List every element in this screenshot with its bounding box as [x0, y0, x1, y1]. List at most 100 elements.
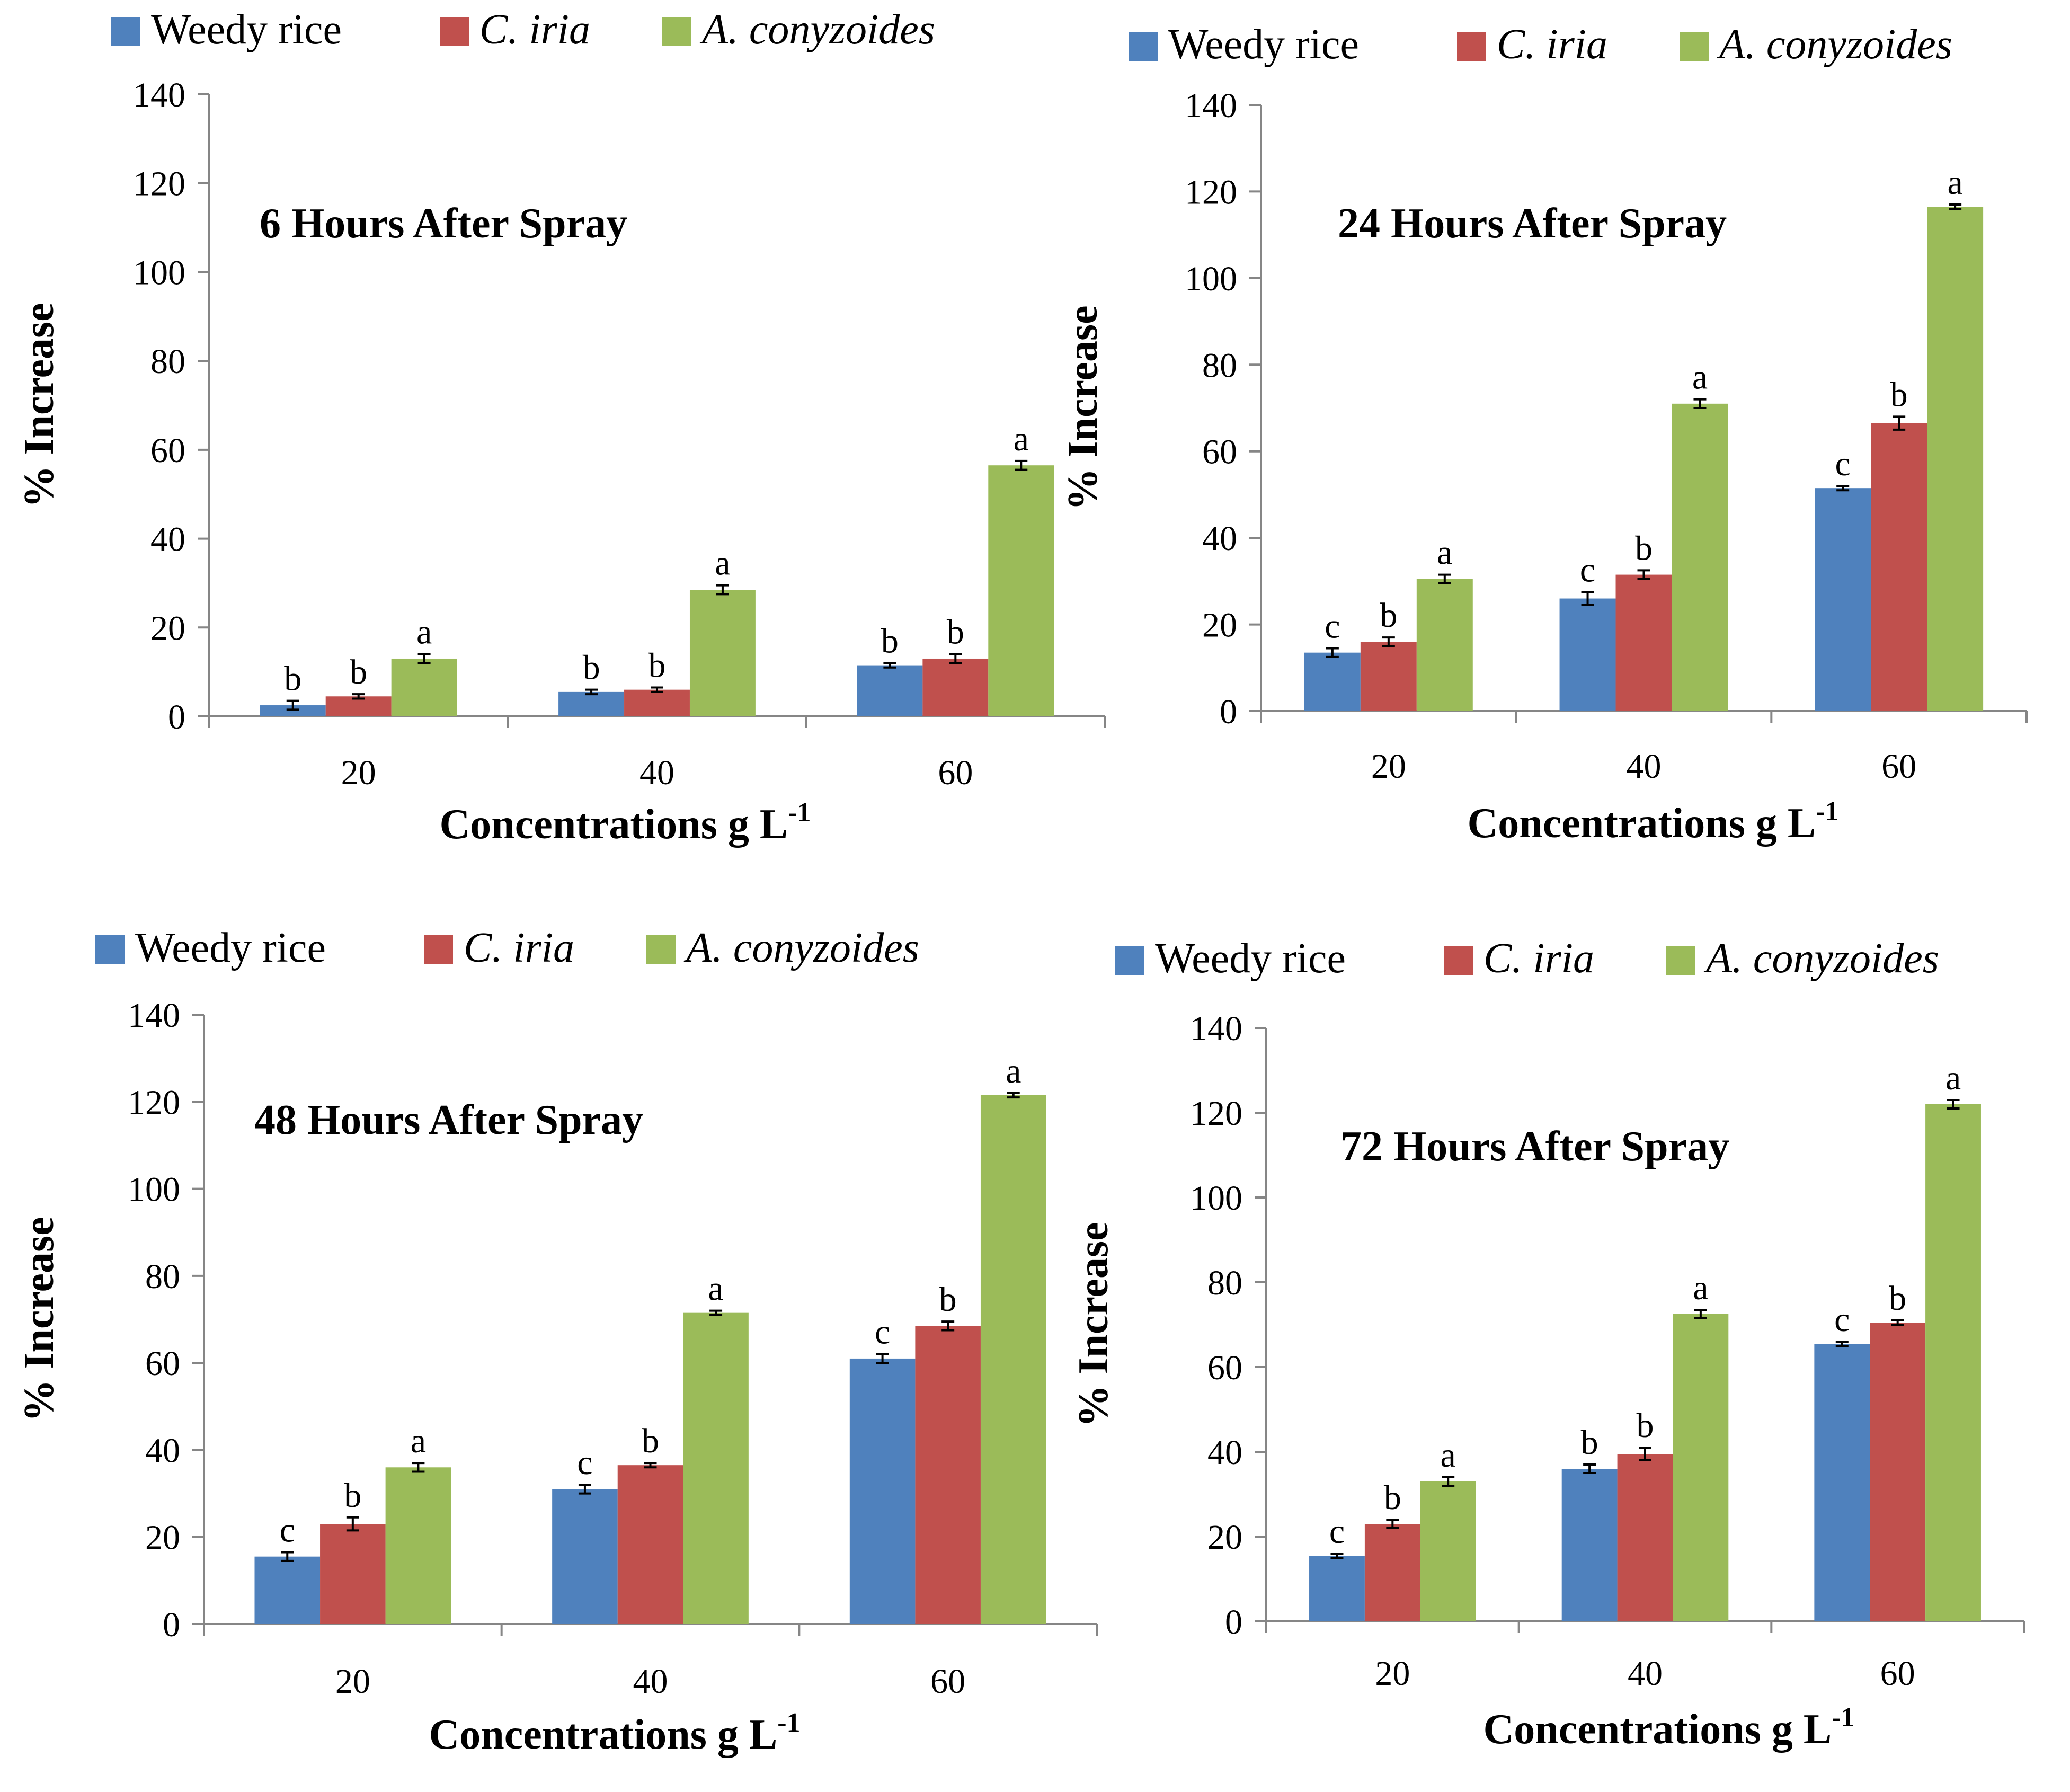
x-axis-title: Concentrations g L-1 [1467, 796, 1838, 847]
x-axis-title: Concentrations g L-1 [439, 797, 811, 848]
legend-swatch-2 [424, 935, 453, 964]
significance-letter: a [1014, 420, 1029, 458]
legend-label-2: C. iria [464, 925, 574, 971]
y-axis-title: % Increase [16, 1217, 63, 1422]
bar [617, 1465, 683, 1624]
y-tick-label: 140 [1190, 1009, 1242, 1048]
significance-letter: b [1637, 1406, 1654, 1445]
bar [922, 658, 989, 716]
significance-letter: b [939, 1280, 957, 1319]
significance-letter: a [411, 1422, 426, 1460]
bar [325, 696, 392, 716]
chart-panel-1: Weedy rice C. iria A. conyzoides 0 20 40 60 80 1… [16, 6, 1106, 848]
legend-label-1: Weedy rice [1168, 21, 1359, 68]
panel-title: 6 Hours After Spray [260, 200, 627, 247]
y-tick-label: 80 [150, 342, 185, 381]
bar [1364, 1524, 1420, 1621]
x-tick-label: 60 [938, 753, 973, 792]
bar [1870, 1323, 1926, 1621]
y-tick-label: 120 [133, 165, 185, 203]
x-tick-label: 20 [335, 1662, 370, 1701]
legend-swatch-3 [1680, 32, 1709, 61]
significance-letter: b [284, 660, 301, 698]
y-tick-label: 80 [1202, 346, 1237, 385]
legend-swatch-1 [111, 17, 140, 46]
y-tick-label: 140 [1185, 86, 1237, 125]
x-tick-label: 20 [1375, 1654, 1410, 1693]
legend-label-2: C. iria [1483, 935, 1594, 982]
significance-letter: b [1890, 375, 1908, 414]
y-tick-label: 40 [150, 520, 185, 559]
legend-label-1: Weedy rice [135, 925, 326, 971]
significance-letter: b [1889, 1279, 1906, 1318]
x-tick-label: 60 [930, 1662, 965, 1701]
significance-letter: b [642, 1422, 659, 1460]
bar [988, 465, 1054, 716]
significance-letter: c [1325, 607, 1340, 646]
y-tick-label: 60 [1202, 433, 1237, 472]
y-tick-label: 100 [1190, 1179, 1242, 1218]
bar [1925, 1104, 1981, 1621]
legend-swatch-2 [440, 17, 469, 46]
y-axis-title: % Increase [16, 303, 63, 508]
bar [849, 1358, 916, 1624]
bar [1673, 1314, 1729, 1621]
y-tick-label: 0 [1225, 1603, 1242, 1642]
bar [320, 1524, 386, 1624]
bar [1420, 1481, 1476, 1621]
x-axis-title: Concentrations g L-1 [1483, 1702, 1854, 1753]
significance-letter: b [648, 646, 666, 685]
y-tick-label: 20 [150, 609, 185, 647]
bar [1615, 574, 1672, 711]
x-tick-label: 40 [633, 1662, 668, 1701]
significance-letter: a [1692, 358, 1708, 397]
bar [558, 691, 625, 716]
significance-letter: b [881, 622, 899, 660]
significance-letter: a [1441, 1436, 1456, 1475]
significance-letter: a [715, 544, 730, 583]
significance-letter: a [1947, 163, 1962, 202]
bar [260, 705, 326, 716]
bar [683, 1312, 749, 1624]
y-tick-label: 40 [1207, 1433, 1242, 1472]
significance-letter: c [1834, 1300, 1850, 1339]
legend-label-3: A. conyzoides [699, 6, 935, 53]
bar [857, 665, 923, 716]
y-tick-label: 80 [1207, 1264, 1242, 1302]
significance-letter: b [947, 613, 964, 652]
legend-label-2: C. iria [1497, 21, 1607, 68]
bar [1304, 652, 1361, 711]
significance-letter: a [1437, 534, 1452, 572]
legend-swatch-2 [1444, 946, 1473, 975]
x-tick-label: 20 [1371, 747, 1406, 786]
significance-letter: b [1635, 529, 1653, 567]
y-tick-label: 40 [1202, 519, 1237, 558]
y-tick-label: 120 [1190, 1094, 1242, 1133]
y-tick-label: 60 [150, 431, 185, 470]
legend-swatch-1 [95, 935, 125, 964]
x-tick-label: 60 [1881, 747, 1916, 786]
y-tick-label: 120 [1185, 173, 1237, 211]
bar [1871, 423, 1927, 711]
bar [1672, 403, 1728, 711]
significance-letter: b [1581, 1423, 1598, 1462]
y-axis-title: % Increase [1060, 305, 1106, 510]
legend-swatch-3 [646, 935, 676, 964]
legend-label-3: A. conyzoides [1703, 935, 1939, 982]
legend: Weedy rice C. iria A. conyzoides [1129, 21, 1952, 68]
legend: Weedy rice C. iria A. conyzoides [111, 6, 935, 53]
legend: Weedy rice C. iria A. conyzoides [95, 925, 919, 971]
bar [254, 1556, 321, 1624]
y-tick-label: 20 [145, 1519, 180, 1557]
y-tick-label: 60 [145, 1344, 180, 1383]
panel-title: 72 Hours After Spray [1340, 1123, 1729, 1170]
x-tick-label: 60 [1880, 1654, 1915, 1693]
y-tick-label: 100 [1185, 260, 1237, 298]
chart-panel-2: Weedy rice C. iria A. conyzoides 0 20 40 60 80 1… [1060, 21, 2028, 847]
bar [689, 590, 756, 716]
y-tick-label: 100 [133, 253, 185, 292]
bar [1309, 1556, 1365, 1621]
legend-label-2: C. iria [479, 6, 590, 53]
bar [1561, 1469, 1618, 1621]
bar [1617, 1454, 1673, 1621]
